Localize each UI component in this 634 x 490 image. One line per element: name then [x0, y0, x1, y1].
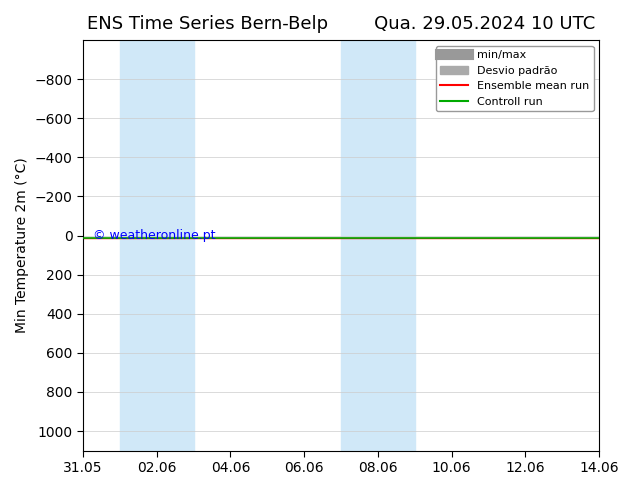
- Text: © weatheronline.pt: © weatheronline.pt: [93, 229, 216, 242]
- Legend: min/max, Desvio padrão, Ensemble mean run, Controll run: min/max, Desvio padrão, Ensemble mean ru…: [436, 46, 593, 111]
- Bar: [120, 40, 193, 451]
- Title: ENS Time Series Bern-Belp        Qua. 29.05.2024 10 UTC: ENS Time Series Bern-Belp Qua. 29.05.202…: [87, 15, 595, 33]
- Y-axis label: Min Temperature 2m (°C): Min Temperature 2m (°C): [15, 157, 29, 333]
- Bar: [341, 40, 415, 451]
